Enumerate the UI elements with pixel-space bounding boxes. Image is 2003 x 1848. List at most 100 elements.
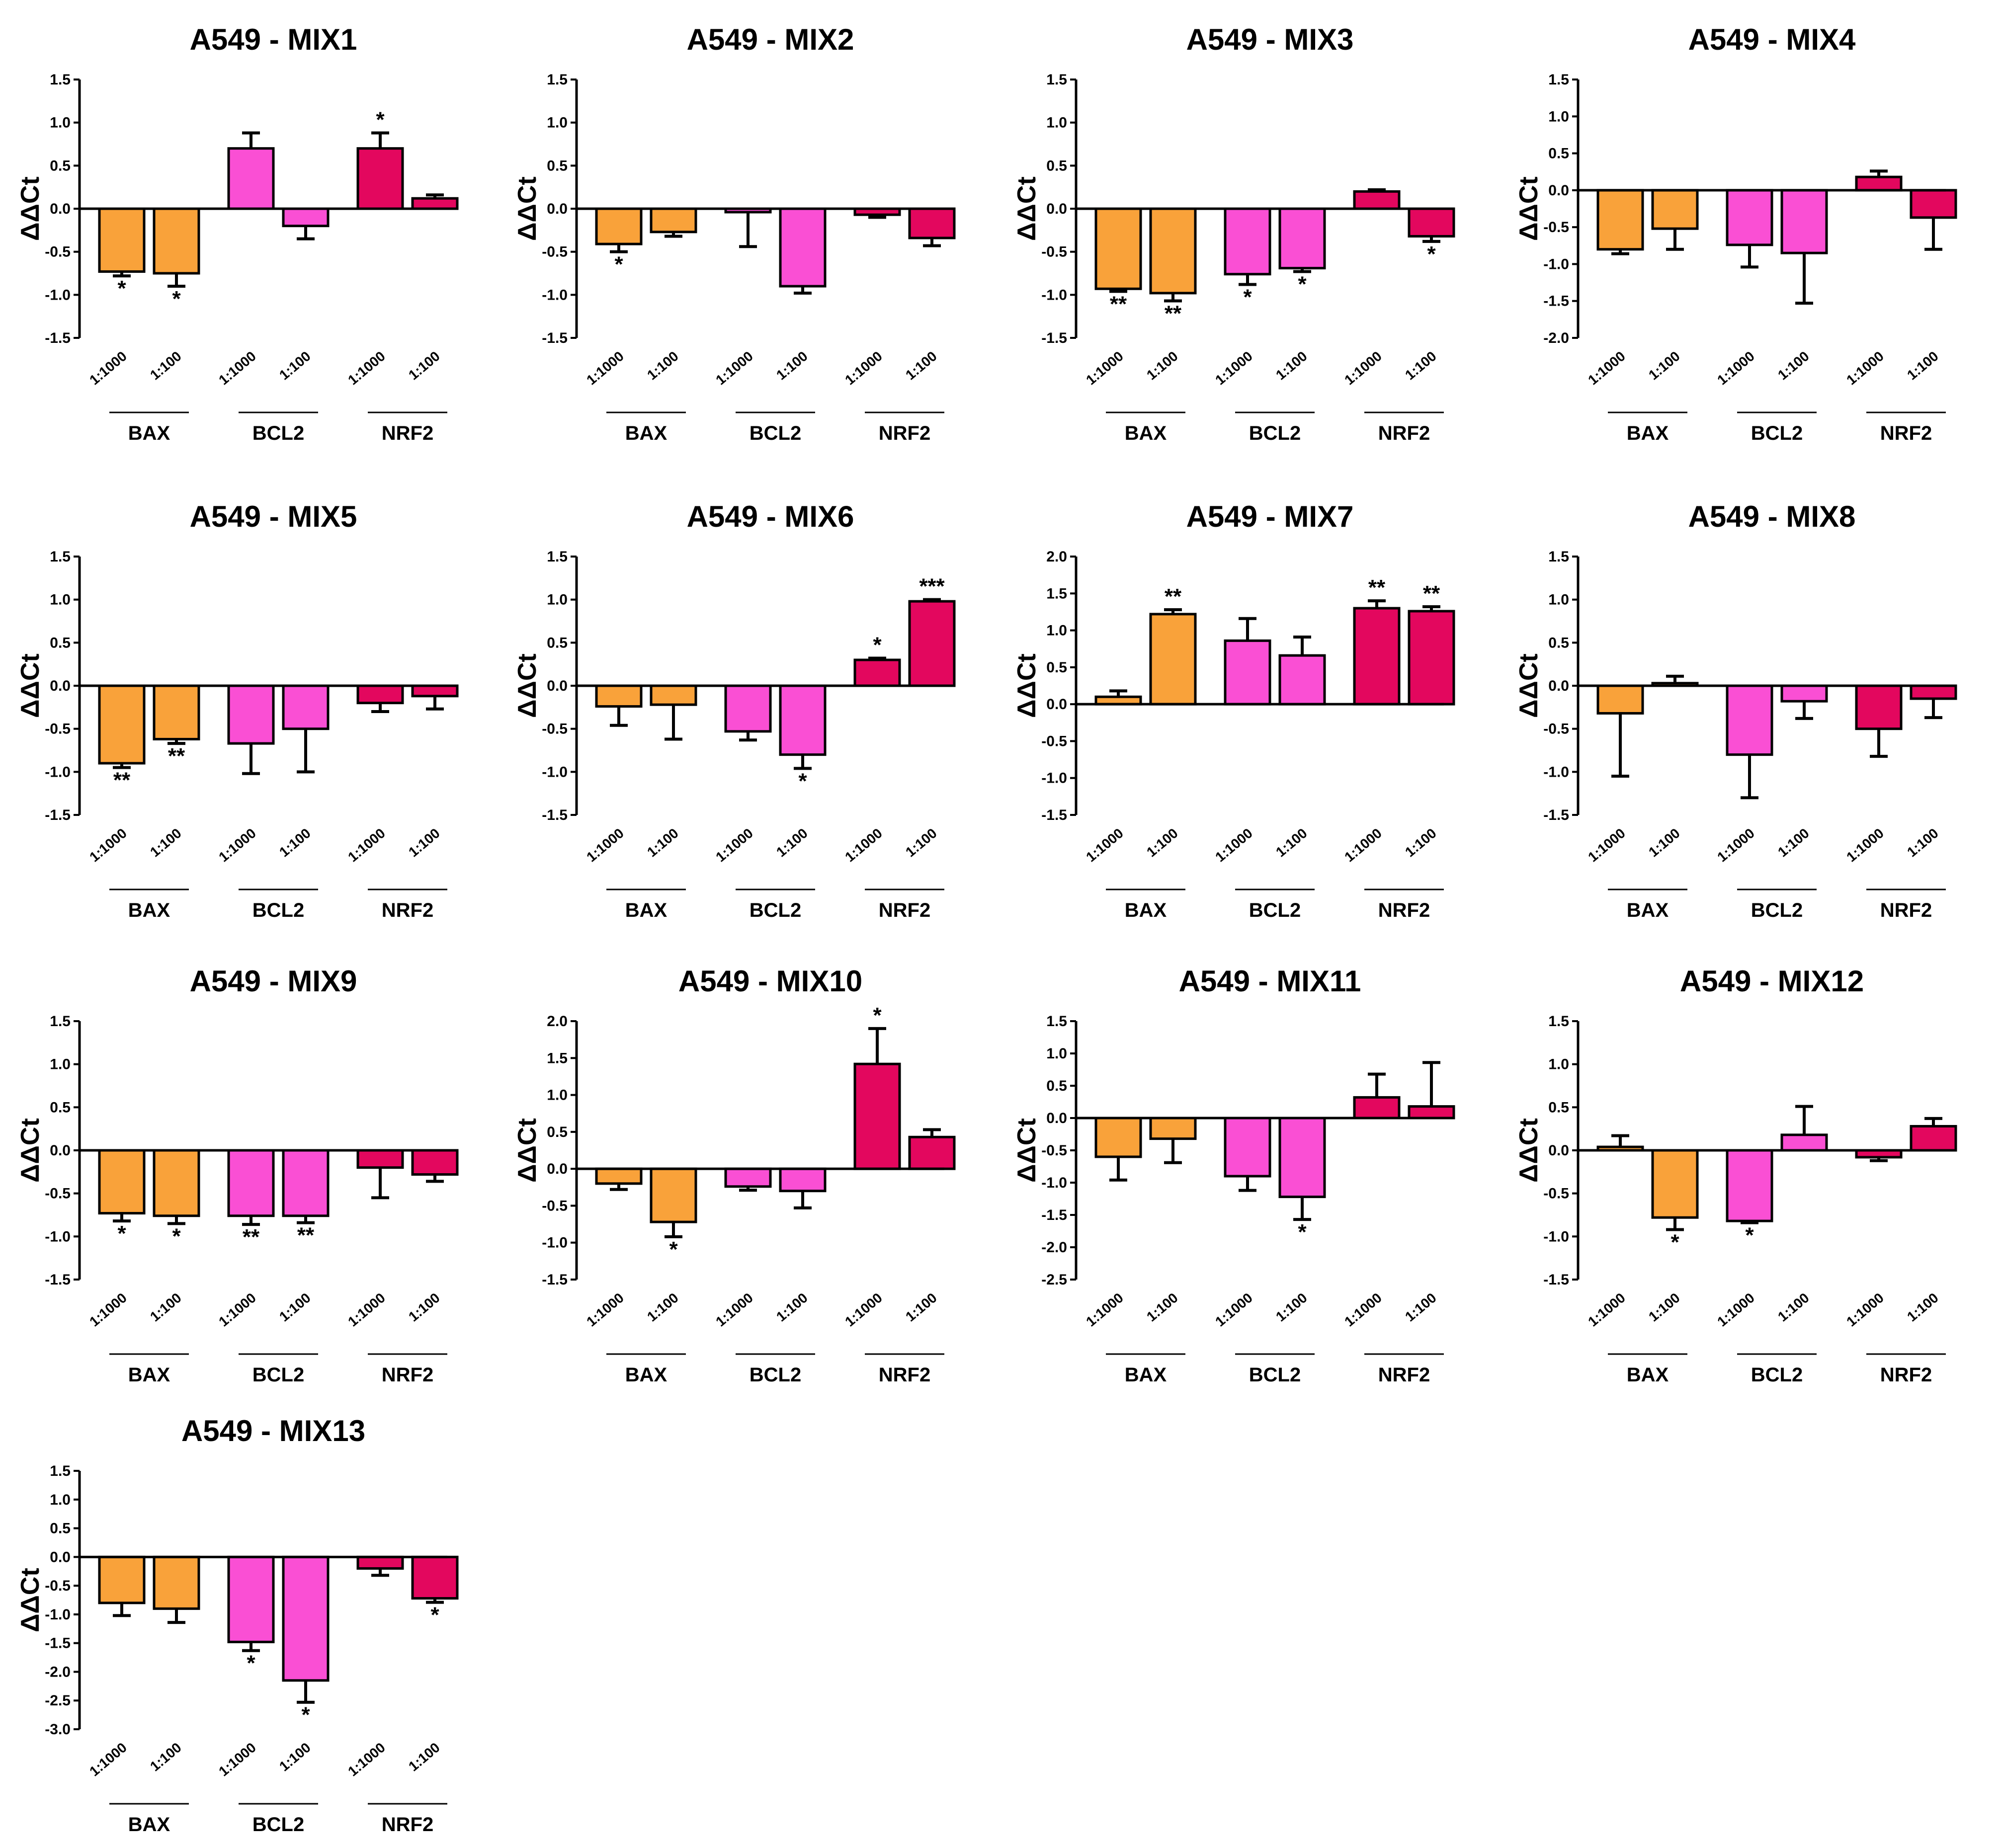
bar (1278, 654, 1326, 706)
y-tick-label: -1.5 (1041, 807, 1067, 823)
category-label: 1:1000 (713, 348, 756, 388)
category-label: 1:1000 (1843, 825, 1887, 865)
category-label: 1:1000 (1843, 1290, 1887, 1330)
significance-label: * (117, 276, 126, 301)
category-label: 1:100 (147, 1740, 184, 1774)
bar (227, 1555, 275, 1643)
bar (153, 1149, 200, 1217)
y-axis-label: ΔΔCt (16, 653, 45, 718)
category-label: 1:100 (406, 348, 443, 383)
group-label: NRF2 (1378, 899, 1430, 921)
category-label: 1:100 (1775, 825, 1812, 860)
category-label: 1:1000 (345, 825, 388, 865)
chart-title: A549 - MIX11 (1179, 964, 1361, 998)
bar (1408, 610, 1455, 706)
bar (282, 1149, 330, 1217)
category-label: 1:1000 (713, 1290, 756, 1330)
chart-title: A549 - MIX4 (1688, 23, 1856, 56)
chart-panel: A549 - MIX9 ΔΔCt -1.5 -1.0 -0.5 0.0 0.5 1.0 1.5 *… (16, 964, 459, 1386)
y-tick-label: 0.5 (50, 1099, 71, 1116)
bar (1596, 189, 1644, 251)
group-label: BAX (128, 1814, 170, 1836)
y-tick-label: -1.5 (542, 1272, 568, 1288)
y-tick-label: 1.5 (50, 1013, 71, 1030)
bar (1910, 1125, 1957, 1152)
y-tick-label: -1.5 (1543, 1272, 1569, 1288)
y-tick-label: 0.5 (50, 1521, 71, 1537)
y-tick-label: -1.5 (1543, 293, 1569, 310)
category-label: 1:100 (1273, 1290, 1310, 1325)
bar (1224, 639, 1271, 706)
category-label: 1:100 (903, 1290, 940, 1325)
group-label: BAX (128, 1364, 170, 1386)
group-label: BCL2 (1751, 1364, 1803, 1386)
y-tick-label: 0.0 (50, 1549, 71, 1565)
significance-label: * (172, 287, 181, 311)
bar (356, 1149, 404, 1169)
y-tick-label: 0.5 (1046, 1078, 1067, 1094)
category-label: 1:1000 (1585, 348, 1628, 388)
chart-title: A549 - MIX12 (1680, 964, 1864, 998)
group-label: BCL2 (252, 1364, 304, 1386)
category-label: 1:1000 (216, 825, 259, 865)
y-tick-label: 1.5 (547, 549, 568, 565)
y-tick-label: 1.5 (1548, 549, 1569, 565)
bar (1910, 684, 1957, 700)
y-tick-label: 1.5 (1046, 1013, 1067, 1030)
category-label: 1:1000 (1212, 348, 1255, 388)
category-label: 1:1000 (1585, 1290, 1628, 1330)
chart-panel: A549 - MIX13 ΔΔCt -3.0 -2.5 -2.0 -1.5 -1.0 -0.5… (16, 1414, 459, 1836)
y-tick-label: 1.0 (1548, 592, 1569, 608)
group-label: BAX (1125, 899, 1167, 921)
group-label: BCL2 (252, 899, 304, 921)
y-tick-label: -1.5 (542, 807, 568, 823)
group-label: BCL2 (1249, 899, 1301, 921)
group-label: NRF2 (879, 1364, 930, 1386)
category-label: 1:1000 (1714, 348, 1757, 388)
bar (1224, 1117, 1271, 1178)
category-label: 1:1000 (86, 348, 130, 388)
category-label: 1:100 (276, 1740, 314, 1774)
category-label: 1:100 (1646, 825, 1683, 860)
bar (1094, 1117, 1142, 1158)
y-tick-label: 0.5 (1548, 146, 1569, 162)
bar (1353, 1096, 1401, 1120)
bar (1780, 189, 1828, 254)
y-tick-label: 1.0 (547, 592, 568, 608)
significance-label: * (430, 1603, 439, 1627)
group-label: BAX (128, 422, 170, 444)
group-label: NRF2 (1378, 1364, 1430, 1386)
bar (1651, 189, 1699, 230)
significance-label: ** (168, 744, 185, 768)
category-label: 1:1000 (842, 348, 885, 388)
y-tick-label: -1.5 (45, 330, 71, 346)
category-label: 1:1000 (842, 1290, 885, 1330)
bar (1726, 189, 1773, 246)
y-tick-label: 0.0 (50, 201, 71, 217)
bar (411, 197, 459, 210)
category-label: 1:100 (773, 825, 811, 860)
y-tick-label: 0.0 (1548, 678, 1569, 694)
significance-label: * (1427, 242, 1436, 266)
category-label: 1:1000 (842, 825, 885, 865)
y-axis-label: ΔΔCt (1012, 1118, 1041, 1183)
group-label: BAX (1627, 899, 1669, 921)
category-label: 1:1000 (1843, 348, 1887, 388)
category-label: 1:1000 (86, 825, 130, 865)
y-tick-label: -1.0 (1543, 1228, 1569, 1245)
group-label: NRF2 (1880, 1364, 1932, 1386)
y-tick-label: -0.5 (1543, 219, 1569, 236)
y-tick-label: 1.5 (1046, 72, 1067, 88)
y-tick-label: -0.5 (542, 244, 568, 260)
y-tick-label: 0.0 (50, 678, 71, 694)
bar (724, 684, 772, 733)
category-label: 1:100 (773, 348, 811, 383)
y-tick-label: -1.5 (542, 330, 568, 346)
category-label: 1:100 (1904, 825, 1941, 860)
category-label: 1:100 (1273, 348, 1310, 383)
category-label: 1:100 (1144, 825, 1181, 860)
category-label: 1:100 (1402, 825, 1439, 860)
y-tick-label: -1.0 (45, 764, 71, 780)
bar (1855, 175, 1903, 192)
category-label: 1:1000 (1341, 1290, 1385, 1330)
